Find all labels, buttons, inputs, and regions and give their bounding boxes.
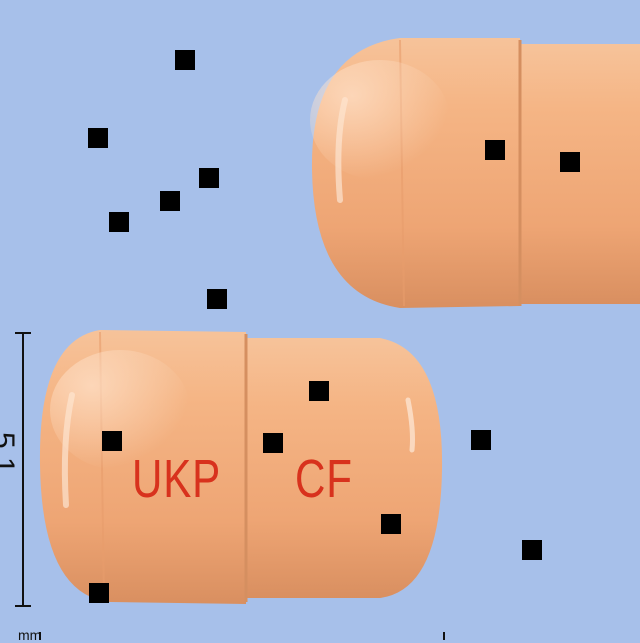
marker — [207, 289, 227, 309]
capsule-front — [39, 330, 443, 604]
imprint-body-text: CF — [295, 449, 353, 509]
scale-bar — [15, 332, 445, 640]
marker — [471, 430, 491, 450]
capsule-back-body — [520, 44, 640, 304]
marker — [522, 540, 542, 560]
scale-bar-value: 5.1 — [0, 432, 20, 474]
scale-bar-unit: mm — [18, 627, 42, 643]
marker — [88, 128, 108, 148]
capsule-back — [310, 38, 640, 308]
marker — [160, 191, 180, 211]
marker — [485, 140, 505, 160]
marker — [560, 152, 580, 172]
marker — [199, 168, 219, 188]
imprint-cap-text: UKP — [132, 449, 221, 509]
marker — [89, 583, 109, 603]
marker — [109, 212, 129, 232]
marker — [175, 50, 195, 70]
marker — [263, 433, 283, 453]
marker — [309, 381, 329, 401]
marker — [102, 431, 122, 451]
marker — [381, 514, 401, 534]
